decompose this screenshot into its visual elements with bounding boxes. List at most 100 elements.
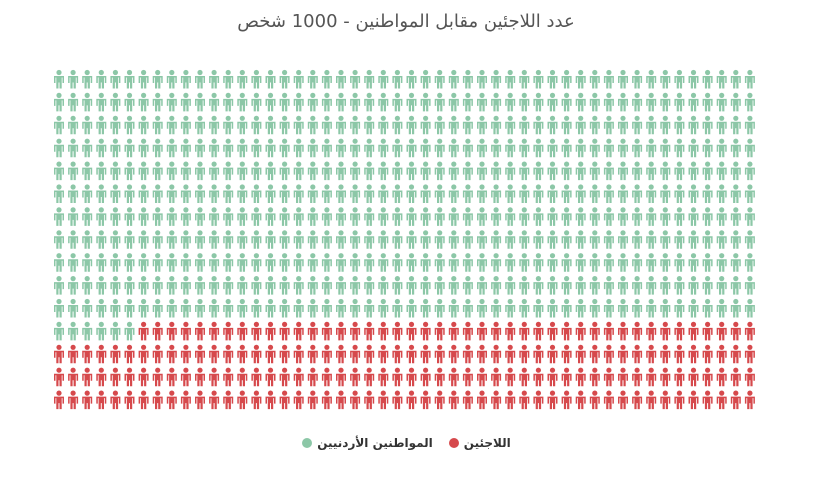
icon-head [662, 298, 668, 305]
icon-head [310, 92, 316, 98]
icon-head [352, 207, 358, 213]
icon-head [282, 161, 288, 167]
icon-body [420, 76, 431, 89]
icon-head [211, 390, 217, 396]
icon-head [225, 92, 231, 98]
icon-body [716, 259, 727, 272]
icon-head [338, 138, 344, 144]
icon-head [423, 69, 429, 76]
icon-body [603, 213, 614, 226]
icon-body [265, 213, 276, 226]
icon-head [141, 230, 147, 236]
icon-head [719, 321, 725, 327]
icon-body [138, 327, 149, 341]
icon-body [702, 121, 713, 135]
icon-head [648, 253, 654, 259]
icon-body [364, 282, 375, 295]
icon-body [730, 98, 741, 112]
icon-head [564, 92, 570, 98]
legend-item[interactable]: اللاجئين [448, 436, 511, 450]
icon-head [733, 161, 739, 167]
icon-head [535, 321, 542, 327]
icon-body [519, 213, 530, 226]
icon-body [632, 373, 643, 387]
icon-head [465, 390, 471, 396]
icon-body [293, 190, 304, 203]
icon-body [561, 396, 572, 410]
icon-head [648, 230, 654, 236]
icon-head [535, 367, 542, 373]
icon-body [237, 327, 248, 341]
icon-head [296, 69, 302, 76]
icon-body [434, 350, 445, 364]
icon-body [68, 305, 79, 318]
icon-body [688, 396, 699, 410]
icon-body [293, 350, 304, 364]
icon-body [547, 236, 558, 249]
icon-head [211, 367, 217, 373]
icon-head [549, 390, 556, 396]
icon-head [155, 207, 161, 213]
icon-body [688, 350, 699, 364]
icon-head [183, 344, 189, 350]
icon-body [124, 259, 135, 272]
icon-head [70, 161, 76, 167]
icon-head [733, 253, 739, 259]
icon-body [505, 350, 516, 364]
icon-body [293, 213, 304, 226]
legend-item[interactable]: المواطنين الأردنيين [302, 436, 433, 450]
icon-body [519, 282, 530, 295]
icon-body [195, 396, 205, 410]
icon-head [352, 69, 358, 76]
icon-head [225, 344, 231, 350]
icon-head [493, 69, 499, 76]
icon-head [183, 276, 189, 282]
icon-head [338, 69, 344, 76]
icon-head [662, 161, 668, 167]
icon-head [437, 253, 443, 259]
icon-head [239, 115, 245, 121]
icon-body [195, 236, 205, 249]
icon-body [336, 327, 346, 341]
icon-head [493, 390, 499, 396]
icon-head [366, 367, 372, 373]
icon-head [366, 321, 372, 327]
icon-head [437, 207, 443, 213]
icon-body [195, 98, 205, 112]
icon-head [648, 207, 654, 213]
icon-head [465, 344, 471, 350]
icon-head [380, 69, 386, 76]
icon-body [646, 305, 657, 318]
icon-body [434, 373, 445, 387]
icon-head [141, 207, 147, 213]
icon-body [180, 282, 191, 295]
icon-head [324, 161, 330, 167]
icon-head [451, 298, 457, 305]
icon-head [521, 138, 527, 144]
icon-body [420, 190, 431, 203]
icon-body [364, 213, 375, 226]
icon-body [674, 396, 685, 410]
icon-head [282, 367, 288, 373]
icon-head [564, 276, 570, 282]
icon-body [547, 167, 558, 181]
icon-head [634, 367, 640, 373]
icon-body [660, 213, 671, 226]
icon-head [126, 230, 133, 236]
icon-head [239, 276, 245, 282]
icon-head [296, 344, 302, 350]
icon-body [674, 282, 685, 295]
icon-head [437, 161, 443, 167]
icon-head [183, 298, 189, 305]
icon-body [180, 259, 191, 272]
icon-body [533, 259, 544, 272]
icon-head [662, 230, 668, 236]
icon-head [310, 367, 316, 373]
icon-body [378, 282, 389, 295]
icon-head [394, 115, 400, 121]
icon-body [223, 350, 234, 364]
icon-body [688, 327, 699, 341]
icon-head [719, 115, 725, 121]
icon-head [253, 184, 259, 190]
icon-body [547, 327, 558, 341]
